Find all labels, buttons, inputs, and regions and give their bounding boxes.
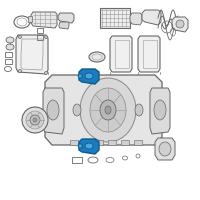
Polygon shape — [78, 144, 82, 148]
Ellipse shape — [135, 104, 143, 116]
Ellipse shape — [6, 44, 14, 50]
Polygon shape — [110, 36, 132, 72]
Bar — [70, 140, 78, 145]
Ellipse shape — [6, 37, 14, 43]
Bar — [82, 140, 90, 145]
Ellipse shape — [89, 52, 105, 62]
Polygon shape — [78, 74, 82, 78]
Bar — [134, 140, 142, 145]
Ellipse shape — [33, 118, 37, 122]
Ellipse shape — [26, 111, 44, 129]
Polygon shape — [31, 12, 57, 28]
Polygon shape — [59, 22, 69, 29]
Ellipse shape — [73, 104, 81, 116]
Ellipse shape — [44, 72, 48, 74]
Bar — [95, 140, 103, 145]
Ellipse shape — [90, 88, 126, 132]
Bar — [100, 8, 130, 28]
Bar — [143, 40, 157, 68]
Ellipse shape — [154, 100, 166, 120]
Ellipse shape — [47, 100, 59, 120]
Polygon shape — [45, 75, 162, 145]
Ellipse shape — [80, 78, 136, 142]
Bar — [115, 40, 129, 68]
Ellipse shape — [44, 36, 48, 38]
Ellipse shape — [159, 142, 171, 156]
Ellipse shape — [30, 115, 40, 125]
Polygon shape — [150, 88, 170, 134]
Ellipse shape — [85, 143, 93, 149]
Ellipse shape — [100, 100, 116, 120]
Bar — [5, 59, 12, 64]
Bar — [5, 52, 12, 57]
Polygon shape — [172, 17, 188, 32]
Bar — [37, 28, 43, 33]
Bar — [121, 140, 129, 145]
Polygon shape — [155, 138, 175, 160]
Ellipse shape — [22, 107, 48, 133]
Ellipse shape — [176, 20, 184, 28]
Polygon shape — [58, 13, 74, 23]
Polygon shape — [138, 36, 160, 72]
Ellipse shape — [105, 106, 111, 114]
Ellipse shape — [18, 70, 22, 72]
Polygon shape — [142, 10, 161, 25]
Ellipse shape — [18, 36, 22, 38]
Polygon shape — [79, 69, 99, 84]
Polygon shape — [43, 88, 64, 134]
Bar — [72, 157, 82, 163]
Polygon shape — [16, 35, 48, 74]
Bar — [108, 140, 116, 145]
Bar — [28, 16, 32, 22]
Ellipse shape — [85, 73, 93, 79]
Bar — [37, 35, 43, 40]
Polygon shape — [130, 13, 142, 25]
Polygon shape — [79, 139, 99, 154]
